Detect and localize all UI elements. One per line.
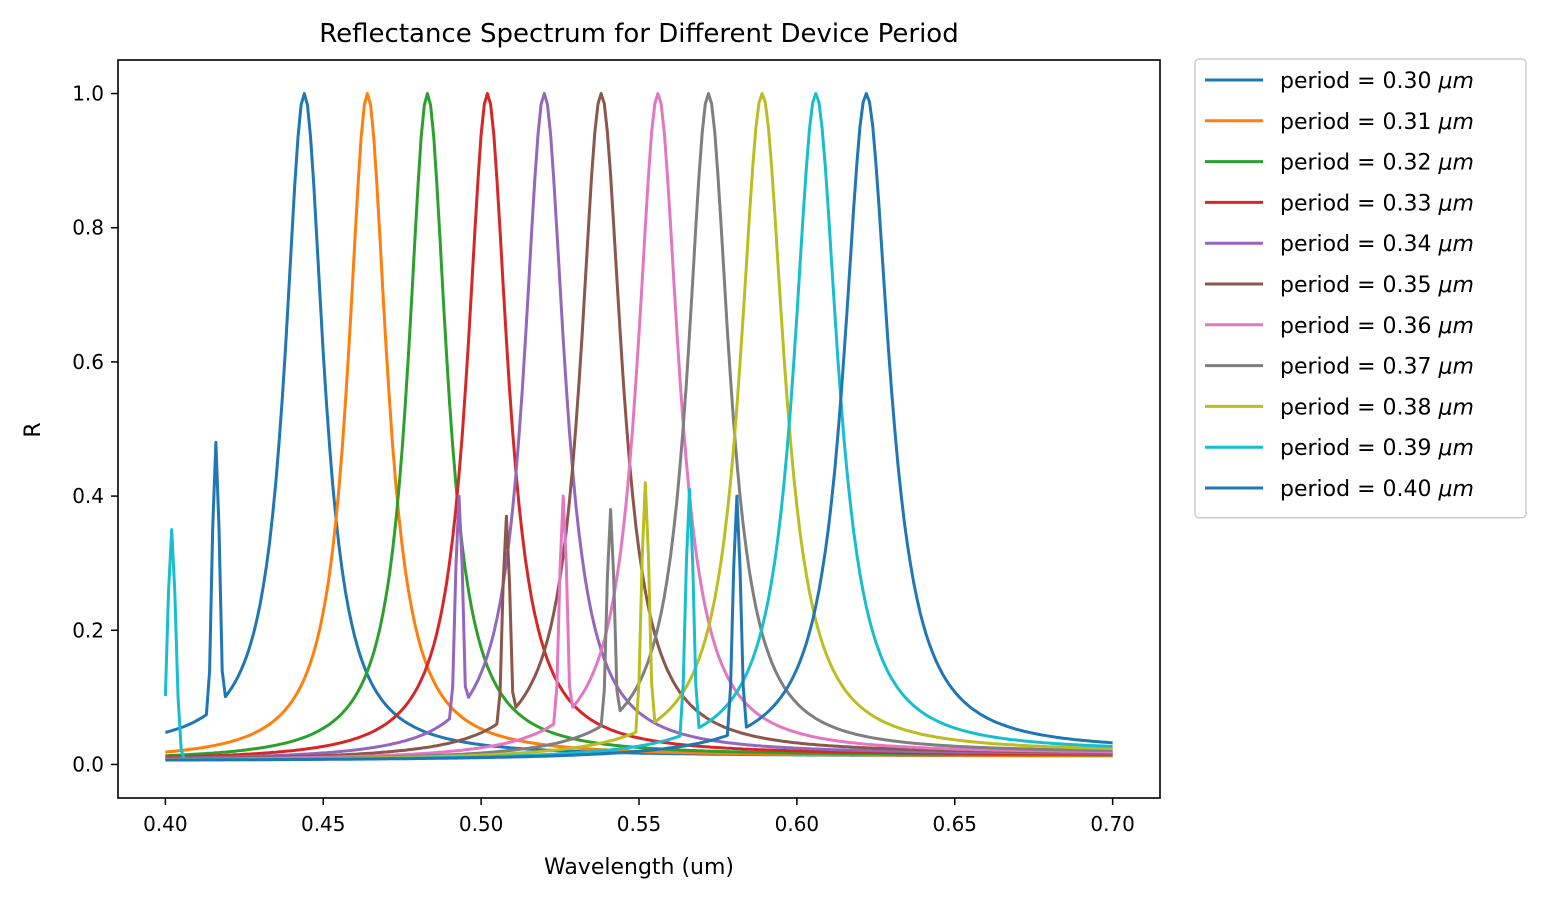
x-axis-label: Wavelength (um) [544, 855, 734, 880]
legend-unit-0: μm [1437, 69, 1473, 94]
plot-area [117, 59, 1161, 799]
y-tick-label-0: 0.0 [72, 752, 104, 776]
legend-unit-1: μm [1437, 110, 1473, 135]
x-tick-label-6: 0.70 [1090, 812, 1135, 836]
legend-entry-2: period = 0.32 μm [1280, 151, 1474, 176]
legend-unit-9: μm [1437, 436, 1473, 461]
y-tick-label-2: 0.4 [72, 484, 104, 508]
legend-box [1194, 58, 1527, 519]
legend-entry-0: period = 0.30 μm [1280, 69, 1474, 94]
y-axis-label: R [21, 422, 46, 437]
x-tick-label-4: 0.60 [775, 812, 820, 836]
x-tick-label-5: 0.65 [932, 812, 977, 836]
legend-entry-4: period = 0.34 μm [1280, 232, 1474, 257]
legend-entry-7: period = 0.37 μm [1280, 355, 1474, 380]
legend-entry-9: period = 0.39 μm [1280, 436, 1474, 461]
legend-unit-4: μm [1437, 232, 1473, 257]
series-lines [163, 92, 1113, 762]
legend-unit-8: μm [1437, 395, 1473, 420]
legend-entry-3: period = 0.33 μm [1280, 191, 1474, 216]
legend-unit-10: μm [1437, 477, 1473, 502]
legend-entry-1: period = 0.31 μm [1280, 110, 1474, 135]
legend-entry-6: period = 0.36 μm [1280, 314, 1474, 339]
legend-entry-8: period = 0.38 μm [1280, 395, 1474, 420]
series-line-8 [165, 92, 1113, 762]
y-tick-label-4: 0.8 [72, 216, 104, 240]
x-tick-label-0: 0.40 [143, 812, 188, 836]
axis-ticks: 0.40 0.45 0.50 0.55 0.60 0.65 0.70 0.0 0.2 0.4 0.6… [72, 82, 1135, 836]
legend-unit-2: μm [1437, 151, 1473, 176]
legend-unit-5: μm [1437, 273, 1473, 298]
y-tick-label-5: 1.0 [72, 82, 104, 106]
x-tick-label-1: 0.45 [301, 812, 346, 836]
legend-unit-3: μm [1437, 191, 1473, 216]
x-tick-label-2: 0.50 [459, 812, 504, 836]
legend-entry-5: period = 0.35 μm [1280, 273, 1474, 298]
legend-unit-6: μm [1437, 314, 1473, 339]
chart-title: Reflectance Spectrum for Different Devic… [319, 19, 958, 49]
x-tick-label-3: 0.55 [617, 812, 662, 836]
legend-unit-7: μm [1437, 355, 1473, 380]
y-tick-label-3: 0.6 [72, 350, 104, 374]
legend: period = 0.30 μm period = 0.31 μm period =… [1194, 58, 1527, 519]
y-tick-label-1: 0.2 [72, 618, 104, 642]
series-line-4 [165, 92, 1113, 760]
legend-entry-10: period = 0.40 μm [1280, 477, 1474, 502]
series-line-10 [165, 92, 1113, 762]
